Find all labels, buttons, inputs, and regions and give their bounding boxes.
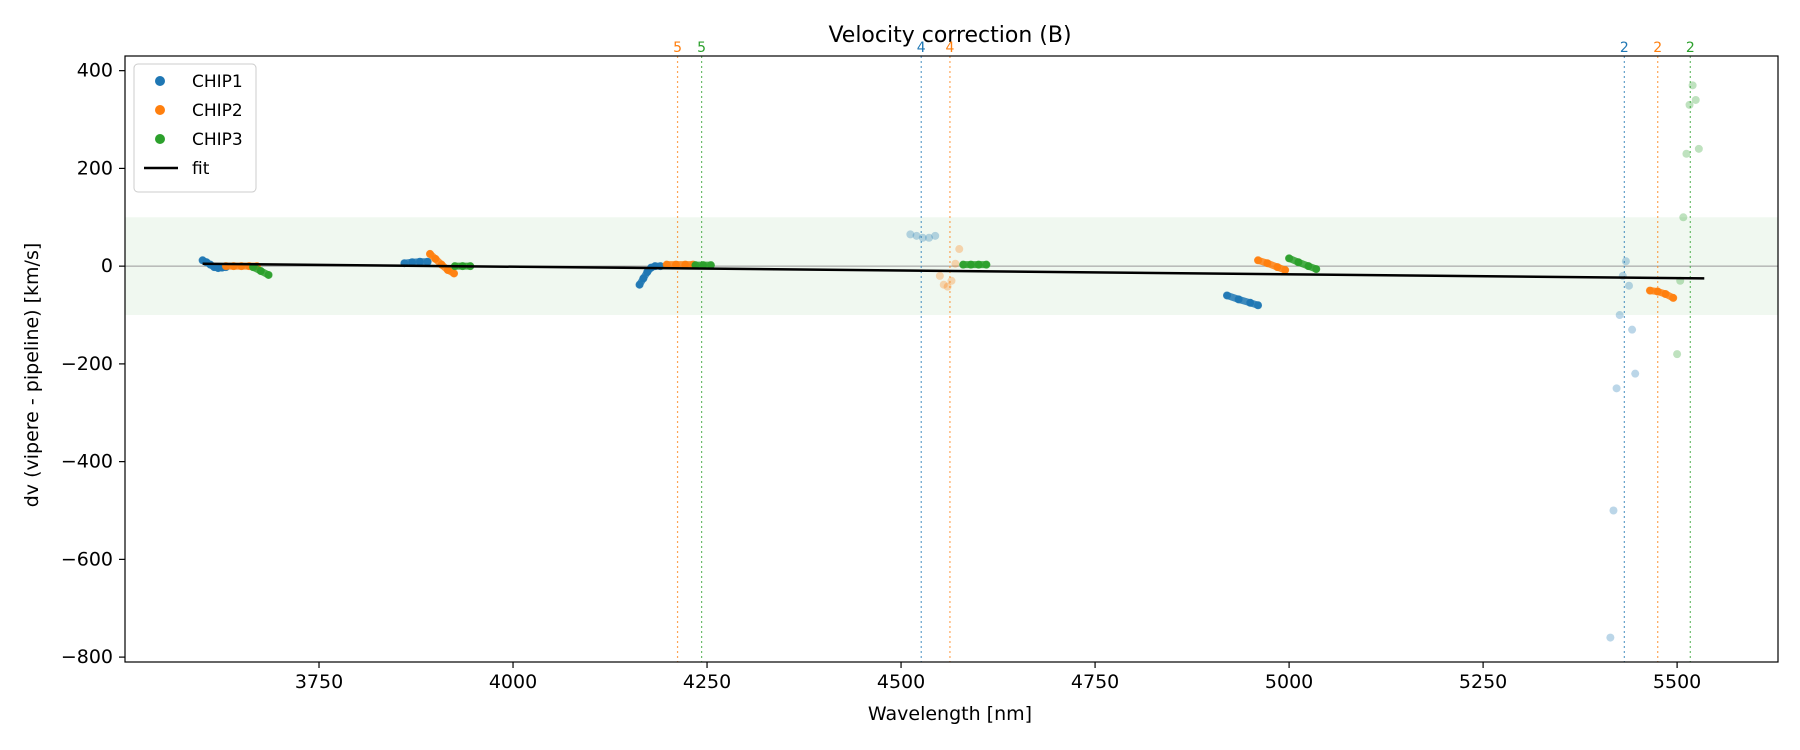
x-tick-label: 4000 (489, 671, 537, 693)
data-point (1254, 301, 1263, 310)
data-point (1682, 149, 1691, 158)
data-point (1624, 281, 1633, 290)
data-point (1688, 81, 1697, 90)
y-tick-label: −600 (61, 548, 113, 570)
data-point (1615, 311, 1624, 320)
data-point (943, 282, 952, 291)
x-tick-label: 5250 (1459, 671, 1507, 693)
y-tick-label: −800 (61, 646, 113, 668)
data-point (1312, 265, 1321, 274)
segment-chip1 (400, 257, 432, 268)
segment-chip3 (691, 261, 715, 270)
order-marker-label: 2 (1653, 40, 1662, 56)
data-point (955, 245, 964, 254)
plot-background (125, 56, 1778, 662)
fit-line (202, 262, 1705, 280)
data-point (1685, 100, 1694, 109)
data-point (1673, 350, 1682, 359)
order-marker-label: 2 (1620, 40, 1629, 56)
order-marker-label: 5 (697, 40, 706, 56)
segment-chip2 (1645, 286, 1678, 302)
segment-chip1 (906, 230, 940, 242)
data-point (450, 269, 459, 278)
segment-chip3 (1285, 254, 1321, 274)
data-point (906, 230, 915, 239)
data-point (951, 259, 960, 268)
order-marker-label: 4 (917, 40, 926, 56)
data-point (1628, 325, 1637, 334)
data-points (198, 81, 1703, 642)
x-tick-label: 3750 (295, 671, 343, 693)
data-point (264, 270, 273, 279)
legend-label: CHIP2 (192, 101, 243, 121)
data-point (918, 233, 927, 242)
data-point (935, 271, 944, 280)
y-tick-label: 200 (77, 157, 113, 179)
segment-chip1 (1606, 257, 1640, 642)
data-point (1669, 293, 1678, 302)
legend-box (133, 63, 257, 193)
y-tick-label: 0 (101, 255, 113, 277)
segment-chip3 (959, 260, 991, 269)
legend-label: CHIP3 (192, 130, 243, 150)
y-tick-label: −200 (61, 353, 113, 375)
data-point (1609, 506, 1618, 515)
legend-marker (155, 134, 165, 144)
data-point (982, 260, 991, 269)
x-tick-label: 4250 (683, 671, 731, 693)
segment-chip1 (1223, 291, 1263, 310)
data-point (1621, 257, 1630, 266)
x-tick-label: 5500 (1653, 671, 1701, 693)
plot-frame (124, 55, 1779, 663)
order-marker-label: 4 (945, 40, 954, 56)
order-marker-label: 5 (673, 40, 682, 56)
x-axis-label: Wavelength [nm] (868, 703, 1032, 725)
plot-area (125, 56, 1778, 662)
fit-line-path (202, 262, 1705, 280)
data-point (924, 233, 933, 242)
data-point (1691, 95, 1700, 104)
data-point (939, 280, 948, 289)
legend-label: CHIP1 (192, 72, 243, 92)
x-tick-label: 4750 (1071, 671, 1119, 693)
legend-label: fit (192, 159, 210, 179)
segment-chip2 (935, 245, 964, 291)
data-point (1694, 144, 1703, 153)
order-marker-label: 2 (1686, 40, 1695, 56)
y-axis-label: dv (vipere - pipeline) [km/s] (21, 243, 43, 508)
data-point (1679, 213, 1688, 222)
data-point (1631, 369, 1640, 378)
x-tick-label: 4500 (877, 671, 925, 693)
data-point (1612, 384, 1621, 393)
data-point (912, 231, 921, 240)
data-point (706, 261, 715, 270)
data-point (423, 257, 432, 266)
y-tick-label: 400 (77, 60, 113, 82)
data-point (1281, 266, 1290, 275)
legend: CHIP1 CHIP2 CHIP3 fit (133, 63, 257, 193)
data-point (947, 276, 956, 285)
x-tick-label: 5000 (1265, 671, 1313, 693)
y-tick-label: −400 (61, 451, 113, 473)
segment-chip2 (425, 249, 459, 278)
axes: 3750 4000 4250 4500 4750 5000 5250 5500 400 200 0 −… (61, 55, 1779, 693)
legend-marker (155, 105, 165, 115)
data-point (1606, 633, 1615, 642)
data-point (931, 231, 940, 240)
chart-title: Velocity correction (B) (828, 23, 1071, 48)
legend-marker (155, 76, 165, 86)
segment-chip2 (1254, 256, 1290, 275)
